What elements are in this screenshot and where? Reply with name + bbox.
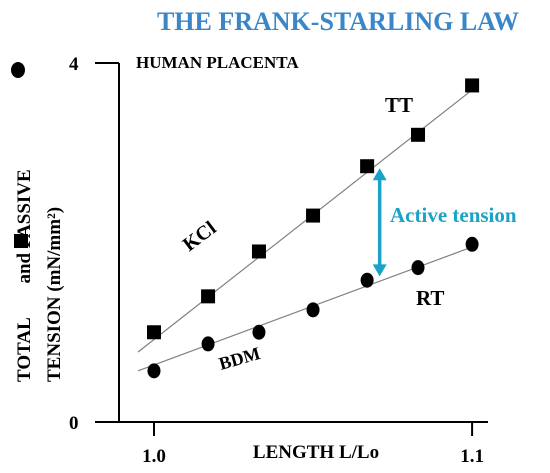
fit-label-bdm: BDM (217, 343, 263, 374)
marker-tt-1 (201, 289, 216, 304)
series-label-rt: RT (416, 286, 444, 310)
active-tension-annotation: Active tension (372, 168, 517, 277)
x-tick-label-0: 1.0 (142, 446, 166, 467)
annotation-arrowhead-down (372, 264, 387, 277)
annotation-arrowhead-up (372, 168, 387, 181)
marker-rt-5 (411, 260, 425, 276)
x-tick-label-1: 1.1 (460, 446, 484, 467)
marker-rt-3 (306, 302, 320, 318)
chart-title: THE FRANK-STARLING LAW (157, 7, 519, 36)
y-tick-label-1: 4 (69, 54, 79, 75)
marker-tt-2 (251, 244, 266, 259)
y-axis-label: TOTAL and PASSIVE TENSION (mN/mm²) (11, 62, 65, 382)
chart-subtitle: HUMAN PLACENTA (136, 53, 299, 72)
series-label-tt: TT (385, 93, 413, 117)
marker-rt-0 (147, 363, 161, 379)
marker-rt-4 (360, 272, 374, 288)
data-markers (146, 78, 480, 379)
marker-rt-2 (252, 324, 266, 340)
marker-tt-4 (360, 159, 375, 174)
annotation-label: Active tension (390, 203, 517, 227)
y-tick-label-0: 0 (69, 413, 79, 434)
axes: 0 4 1.0 1.1 (69, 54, 488, 467)
fit-label-kcl: KCl (179, 217, 221, 256)
series-labels: TT KCl RT BDM (179, 93, 445, 374)
y-label-square-marker (14, 234, 28, 248)
marker-tt-5 (411, 127, 426, 142)
marker-tt-6 (465, 78, 480, 93)
y-label-line2: TENSION (mN/mm²) (44, 207, 65, 382)
y-label-line1: TOTAL and PASSIVE (14, 169, 35, 382)
marker-rt-1 (201, 336, 215, 352)
y-label-circle-marker (11, 62, 25, 78)
x-axis-label: LENGTH L/Lo (253, 442, 379, 463)
marker-rt-6 (465, 236, 479, 252)
marker-tt-0 (146, 325, 161, 340)
marker-tt-3 (306, 208, 321, 223)
